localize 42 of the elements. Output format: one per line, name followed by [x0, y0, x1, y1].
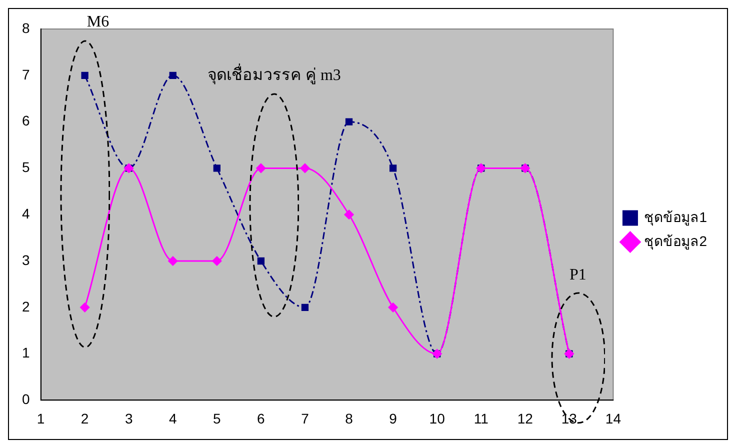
y-tick-label: 7 [22, 66, 30, 82]
point [388, 302, 398, 312]
y-tick-label: 0 [22, 391, 30, 408]
legend-label: ชุดข้อมูล1 [644, 208, 708, 226]
point [389, 164, 397, 172]
point [212, 256, 222, 266]
point [257, 257, 265, 265]
point [168, 256, 178, 266]
point [213, 164, 220, 172]
y-tick-label: 6 [22, 112, 30, 129]
x-tick-label: 7 [301, 410, 310, 426]
x-tick-label: 14 [605, 410, 622, 426]
y-tick-label: 4 [22, 205, 30, 222]
x-tick-label: 12 [517, 410, 534, 426]
annotation: P1 [570, 266, 586, 284]
point [81, 72, 88, 79]
x-tick-label: 9 [389, 410, 398, 426]
point [345, 118, 353, 126]
x-tick-label: 10 [429, 410, 446, 426]
y-tick-label: 5 [22, 159, 30, 176]
point [80, 302, 90, 312]
point [300, 163, 310, 173]
x-tick-label: 13 [561, 410, 578, 426]
point [169, 72, 176, 79]
point [344, 210, 354, 220]
y-tick-label: 1 [22, 344, 30, 361]
x-tick-label: 1 [36, 410, 45, 426]
y-tick-label: 2 [22, 298, 30, 314]
x-tick-label: 11 [474, 410, 489, 426]
x-tick-label: 6 [257, 410, 266, 426]
x-tick-label: 2 [80, 410, 89, 426]
x-tick-label: 4 [168, 410, 177, 426]
annotation: จุดเชื่อมวรรค คู่ m3 [207, 63, 341, 86]
legend-label: ชุดข้อมูล2 [644, 232, 708, 250]
point [256, 163, 266, 173]
x-tick-label: 3 [124, 410, 133, 426]
point [301, 304, 309, 311]
x-tick-label: 8 [345, 410, 354, 426]
y-tick-label: 8 [22, 20, 30, 36]
y-tick-label: 3 [22, 252, 30, 268]
x-tick-label: 5 [213, 410, 222, 426]
annotation: M6 [86, 14, 110, 31]
